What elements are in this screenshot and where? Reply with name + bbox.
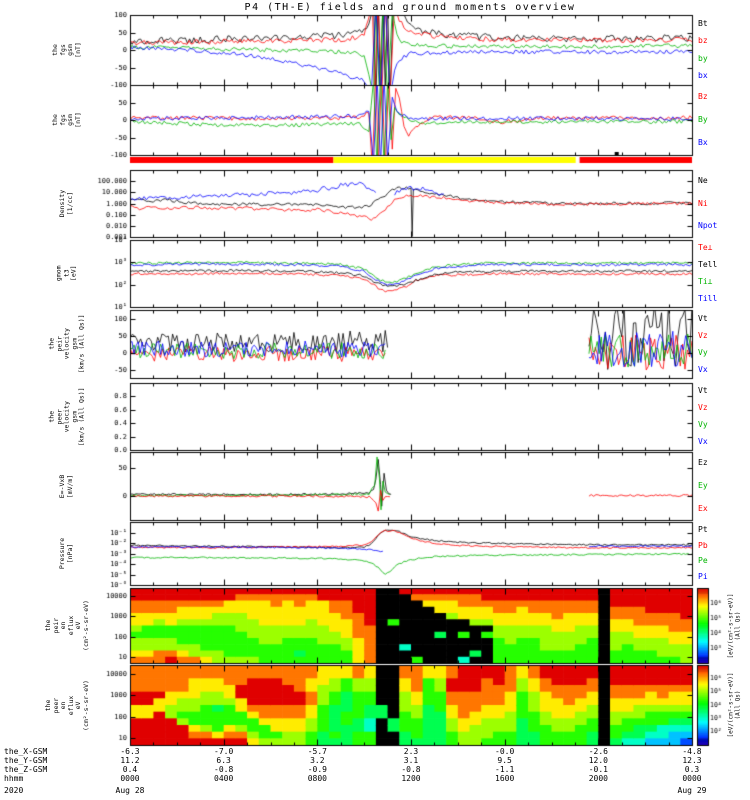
legend-temperature-Ti⊥: Ti⊥ bbox=[698, 276, 713, 286]
axis-row-hhmm-value: 2000 bbox=[588, 774, 608, 783]
axis-row-the_X-GSM-value: -2.6 bbox=[588, 747, 608, 756]
legend-peir-velocity-Vz: Vz bbox=[698, 330, 708, 340]
axis-row-label-the_X-GSM: the_X-GSM bbox=[4, 747, 48, 756]
axis-row-the_Z-GSM-value: -0.9 bbox=[307, 765, 327, 774]
axis-row-label-the_Z-GSM: the_Z-GSM bbox=[4, 765, 48, 774]
axis-row-the_Z-GSM-value: 0.3 bbox=[684, 765, 700, 774]
legend-density-Npot: Npot bbox=[698, 220, 718, 230]
axis-row-label-the_Y-GSM: the_Y-GSM bbox=[4, 756, 48, 765]
axis-row-the_Z-GSM-value: -0.1 bbox=[588, 765, 608, 774]
legend-peer-velocity-Vt: Vt bbox=[698, 386, 708, 396]
axis-row-the_Y-GSM-value: 3.1 bbox=[403, 756, 419, 765]
legend-peer-velocity-Vx: Vx bbox=[698, 436, 708, 446]
axis-row-the_Z-GSM-value: -1.1 bbox=[495, 765, 515, 774]
legend-efield-Ez: Ez bbox=[698, 458, 708, 468]
axis-row-the_X-GSM-value: -4.8 bbox=[682, 747, 702, 756]
axis-row-the_Y-GSM-value: 11.2 bbox=[120, 756, 140, 765]
axis-row-hhmm-value: 0000 bbox=[682, 774, 702, 783]
legend-peir-velocity-Vt: Vt bbox=[698, 313, 708, 323]
legend-fgs-overview-by: by bbox=[698, 53, 708, 63]
legend-temperature-Tell: Tell bbox=[698, 260, 718, 270]
axis-row-the_X-GSM-value: -5.7 bbox=[307, 747, 327, 756]
legend-fgs-overview-bz: bz bbox=[698, 36, 708, 46]
legend-pressure-Pi: Pi bbox=[698, 572, 708, 582]
axis-row-the_X-GSM-value: -6.3 bbox=[120, 747, 140, 756]
legend-efield-Ex: Ex bbox=[698, 503, 708, 513]
legend-pressure-Pb: Pb bbox=[698, 540, 708, 550]
axis-row-the_Y-GSM-value: 12.3 bbox=[682, 756, 702, 765]
legend-fgs-components-Bx: Bx bbox=[698, 138, 708, 148]
legend-peir-velocity-Vy: Vy bbox=[698, 347, 708, 357]
legend-density-Ne: Ne bbox=[698, 176, 708, 186]
axis-row-hhmm-value: 1200 bbox=[401, 774, 421, 783]
legend-fgs-components-By: By bbox=[698, 115, 708, 124]
axis-row-the_Z-GSM-value: 0.4 bbox=[122, 765, 138, 774]
axis-row-label-hhmm: hhmm bbox=[4, 774, 24, 783]
legend-efield-Ey: Ey bbox=[698, 481, 708, 490]
axis-row-the_Y-GSM-value: 6.3 bbox=[216, 756, 231, 765]
legend-peir-velocity-Vx: Vx bbox=[698, 364, 708, 374]
axis-row-the_Y-GSM-value: 12.0 bbox=[588, 756, 608, 765]
legend-fgs-overview-Bt: Bt bbox=[698, 18, 708, 28]
legend-temperature-Till: Till bbox=[698, 293, 718, 303]
axis-row-hhmm-value: 0000 bbox=[120, 774, 140, 783]
page-title: P4 (TH-E) fields and ground moments over… bbox=[244, 2, 576, 13]
legend-fgs-overview-bx: bx bbox=[698, 71, 708, 81]
legend-temperature-Te⊥: Te⊥ bbox=[698, 243, 713, 253]
legend-fgs-components-Bz: Bz bbox=[698, 91, 708, 101]
axis-row-the_Z-GSM-value: -0.8 bbox=[214, 765, 234, 774]
axis-row-the_Y-GSM-value: 9.5 bbox=[497, 756, 512, 765]
legend-pressure-Pt: Pt bbox=[698, 524, 708, 534]
axis-row-the_X-GSM-value: -0.0 bbox=[495, 747, 515, 756]
axis-row-hhmm-value: 1600 bbox=[495, 774, 515, 783]
axis-row-the_Z-GSM-value: -0.8 bbox=[401, 765, 421, 774]
axis-row-the_X-GSM-value: 2.3 bbox=[403, 747, 419, 756]
axis-row-hhmm-value: 0800 bbox=[307, 774, 327, 783]
axis-row-the_Y-GSM-value: 3.2 bbox=[310, 756, 325, 765]
axis-row-the_X-GSM-value: -7.0 bbox=[214, 747, 234, 756]
axis-date-right: Aug 29 bbox=[677, 786, 707, 795]
axis-row-hhmm-value: 0400 bbox=[214, 774, 234, 783]
legend-pressure-Pe: Pe bbox=[698, 556, 708, 566]
legend-peer-velocity-Vz: Vz bbox=[698, 403, 708, 413]
legend-density-Ni: Ni bbox=[698, 198, 708, 208]
axis-year-label: 2020 bbox=[4, 786, 24, 795]
legend-peer-velocity-Vy: Vy bbox=[698, 419, 708, 429]
axis-date-left: Aug 28 bbox=[115, 786, 145, 795]
